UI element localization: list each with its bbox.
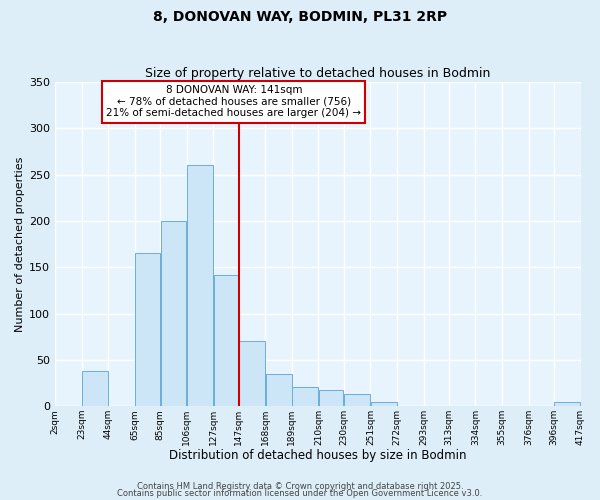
Bar — [344, 394, 370, 406]
Bar — [266, 374, 292, 406]
Text: Contains public sector information licensed under the Open Government Licence v3: Contains public sector information licen… — [118, 489, 482, 498]
Bar — [161, 221, 187, 406]
Y-axis label: Number of detached properties: Number of detached properties — [15, 156, 25, 332]
Bar — [187, 166, 213, 406]
Bar — [371, 402, 397, 406]
Bar — [554, 402, 580, 406]
Bar — [292, 386, 318, 406]
Text: 8, DONOVAN WAY, BODMIN, PL31 2RP: 8, DONOVAN WAY, BODMIN, PL31 2RP — [153, 10, 447, 24]
Bar — [239, 342, 265, 406]
Bar — [82, 371, 108, 406]
Bar — [319, 390, 343, 406]
Title: Size of property relative to detached houses in Bodmin: Size of property relative to detached ho… — [145, 66, 491, 80]
Text: 8 DONOVAN WAY: 141sqm
← 78% of detached houses are smaller (756)
21% of semi-det: 8 DONOVAN WAY: 141sqm ← 78% of detached … — [106, 86, 361, 118]
X-axis label: Distribution of detached houses by size in Bodmin: Distribution of detached houses by size … — [169, 450, 467, 462]
Bar — [135, 254, 160, 406]
Text: Contains HM Land Registry data © Crown copyright and database right 2025.: Contains HM Land Registry data © Crown c… — [137, 482, 463, 491]
Bar — [214, 274, 238, 406]
